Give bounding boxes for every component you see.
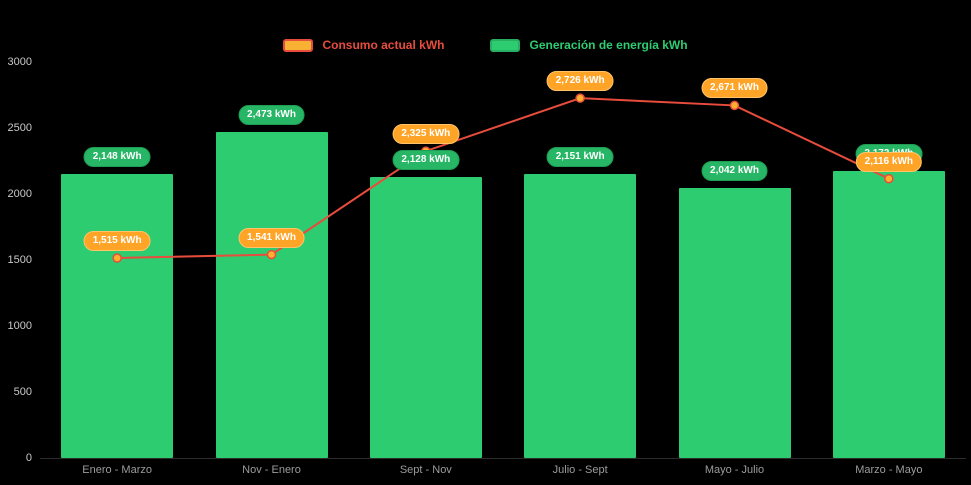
legend-item-1[interactable]: Generación de energía kWh	[490, 38, 688, 52]
y-axis-tick-label: 3000	[7, 56, 32, 68]
legend-swatch	[490, 38, 521, 52]
y-axis-tick-label: 2500	[7, 122, 32, 134]
generation-bar	[215, 131, 328, 458]
consumption-value-label: 2,325 kWh	[392, 124, 460, 145]
generation-value-label: 2,148 kWh	[83, 147, 151, 168]
generation-bar	[832, 171, 945, 458]
generation-value-label: 2,151 kWh	[546, 147, 614, 168]
legend-swatch	[283, 38, 314, 52]
x-axis-category-label: Nov - Enero	[242, 464, 301, 476]
consumption-value-label: 1,541 kWh	[238, 227, 305, 248]
generation-bar	[678, 188, 791, 458]
y-axis-tick-label: 2000	[7, 188, 32, 200]
legend: Consumo actual kWh Generación de energía …	[0, 38, 971, 52]
generation-value-label: 2,128 kWh	[392, 150, 460, 171]
consumption-value-label: 2,116 kWh	[855, 151, 923, 172]
generation-bar	[524, 174, 637, 458]
x-axis-category-label: Enero - Marzo	[82, 464, 153, 476]
generation-value-label: 2,042 kWh	[701, 161, 768, 182]
x-axis-category-label: Marzo - Mayo	[855, 464, 923, 476]
generation-value-label: 2,473 kWh	[238, 104, 305, 125]
legend-label: Generación de energía kWh	[529, 38, 688, 52]
consumption-value-label: 1,515 kWh	[83, 231, 151, 252]
x-axis-category-label: Julio - Sept	[552, 464, 608, 476]
x-axis-category-label: Sept - Nov	[399, 464, 452, 476]
consumption-line-marker	[729, 100, 740, 111]
x-axis-category-label: Mayo - Julio	[704, 464, 765, 476]
consumption-line-marker	[575, 93, 585, 103]
y-axis-tick-label: 0	[25, 452, 32, 464]
legend-label: Consumo actual kWh	[322, 38, 445, 52]
generation-bar	[369, 177, 482, 458]
y-axis-tick-label: 1500	[7, 254, 32, 266]
consumption-value-label: 2,671 kWh	[701, 78, 768, 99]
legend-item-0[interactable]: Consumo actual kWh	[283, 38, 444, 52]
y-axis-tick-label: 1000	[7, 320, 32, 332]
consumption-value-label: 2,726 kWh	[546, 71, 614, 92]
generation-bar	[61, 174, 174, 458]
y-axis-tick-label: 500	[13, 386, 32, 398]
x-axis-line	[40, 458, 966, 459]
